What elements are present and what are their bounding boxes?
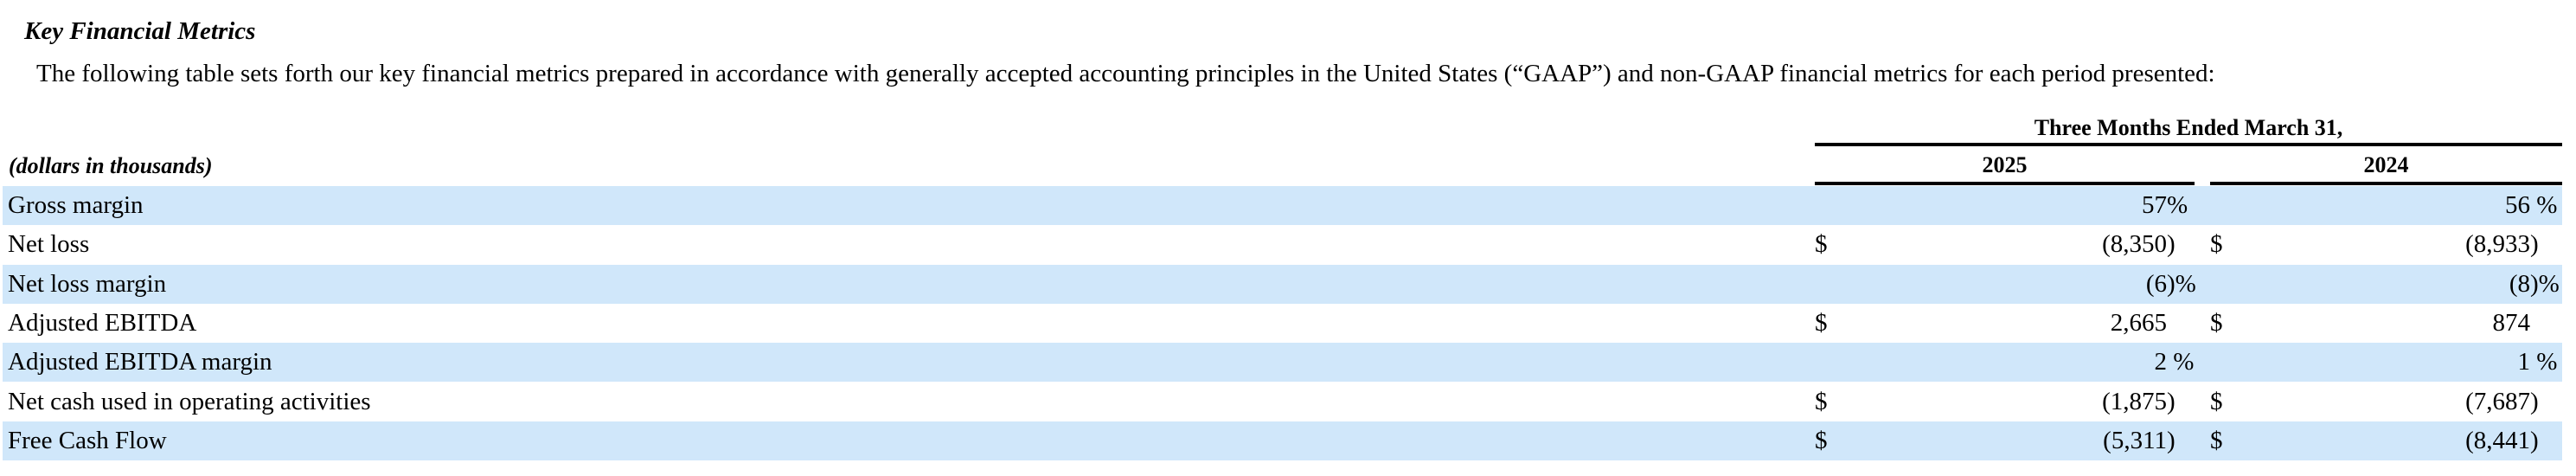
value: 874	[2492, 309, 2531, 338]
value-cell-2024: $ 874	[2206, 309, 2558, 338]
table-row-net-loss-margin: Net loss margin (6 )% (8 )%	[3, 264, 2562, 304]
value-cell-2024: $ (8,441 )	[2206, 427, 2558, 455]
currency-symbol: $	[2210, 230, 2223, 259]
value-suffix: )	[2167, 426, 2176, 454]
value-cell-2024: (8 )%	[2206, 269, 2560, 299]
value-suffix: )	[2167, 230, 2176, 259]
column-header-2025: 2025	[1982, 152, 2028, 177]
units-note: (dollars in thousands)	[9, 153, 213, 178]
value-suffix: %	[2530, 348, 2558, 376]
value: 2	[2154, 348, 2168, 376]
value-suffix: )	[2530, 387, 2539, 415]
value-cell-2025: (6 )%	[1810, 269, 2196, 299]
value: (6	[2145, 269, 2167, 298]
value-cell-2024: $ (7,687 )	[2206, 388, 2558, 416]
page-title: Key Financial Metrics	[24, 17, 256, 45]
table-row-net-cash-operating: Net cash used in operating activities $ …	[3, 382, 2562, 421]
value-suffix: %	[2167, 191, 2188, 220]
value-suffix: )	[2530, 426, 2539, 454]
value-cell-2025: $ 2,665	[1810, 309, 2190, 338]
currency-symbol: $	[2210, 387, 2223, 415]
value-cell-2025: $ (5,311 )	[1810, 427, 2190, 455]
value-cell-2025: $ (8,350 )	[1810, 230, 2190, 259]
row-label: Adjusted EBITDA margin	[8, 348, 272, 376]
value-suffix: )	[2167, 387, 2176, 415]
value: (8	[2509, 269, 2530, 298]
table-row-adjusted-ebitda: Adjusted EBITDA $ 2,665 $ 874	[3, 304, 2562, 343]
value-suffix: %	[2167, 348, 2195, 376]
value-cell-2025: 2 %	[1810, 348, 2195, 376]
currency-symbol: $	[1815, 426, 1828, 454]
row-label: Adjusted EBITDA	[8, 309, 197, 338]
value-cell-2025: $ (1,875 )	[1810, 388, 2190, 416]
value: (1,875	[2102, 387, 2167, 415]
table-row-adjusted-ebitda-margin: Adjusted EBITDA margin 2 % 1 %	[3, 343, 2562, 383]
currency-symbol: $	[2210, 426, 2223, 454]
value: 2,665	[2110, 309, 2167, 338]
row-label: Net loss	[8, 230, 90, 259]
currency-symbol: $	[1815, 230, 1828, 259]
value-suffix: )%	[2167, 269, 2196, 298]
header-rule-col2	[2210, 182, 2562, 185]
header-rule-col1	[1815, 182, 2195, 185]
row-label: Net loss margin	[8, 269, 167, 298]
value-cell-2025: 57 %	[1810, 191, 2190, 220]
header-rule-span	[1815, 143, 2562, 146]
currency-symbol: $	[1815, 309, 1828, 338]
currency-symbol: $	[1815, 387, 1828, 415]
column-header-2024: 2024	[2363, 152, 2409, 177]
table-row-gross-margin: Gross margin 57 % 56 %	[3, 186, 2562, 226]
value-suffix: %	[2530, 191, 2558, 220]
row-label: Gross margin	[8, 191, 144, 220]
value: (7,687	[2465, 387, 2530, 415]
value: (8,350	[2102, 230, 2167, 259]
table-row-net-loss: Net loss $ (8,350 ) $ (8,933 )	[3, 225, 2562, 264]
row-label: Free Cash Flow	[8, 426, 167, 454]
value: (8,933	[2465, 230, 2530, 259]
value: 57	[2142, 191, 2167, 220]
table-body: Gross margin 57 % 56 % Net loss $ (8,350…	[3, 186, 2562, 461]
value-cell-2024: 56 %	[2206, 191, 2558, 220]
currency-symbol: $	[2210, 309, 2223, 338]
row-label: Net cash used in operating activities	[8, 387, 371, 415]
value-suffix: )	[2530, 230, 2539, 259]
table-row-free-cash-flow: Free Cash Flow $ (5,311 ) $ (8,441 )	[3, 421, 2562, 461]
value: 1	[2517, 348, 2531, 376]
value-cell-2024: $ (8,933 )	[2206, 230, 2558, 259]
period-header: Three Months Ended March 31,	[2034, 115, 2343, 140]
value: 56	[2505, 191, 2530, 220]
value: (5,311	[2103, 426, 2167, 454]
intro-paragraph: The following table sets forth our key f…	[36, 60, 2215, 87]
value: (8,441	[2465, 426, 2530, 454]
value-suffix: )%	[2530, 269, 2560, 298]
value-cell-2024: 1 %	[2206, 348, 2558, 376]
